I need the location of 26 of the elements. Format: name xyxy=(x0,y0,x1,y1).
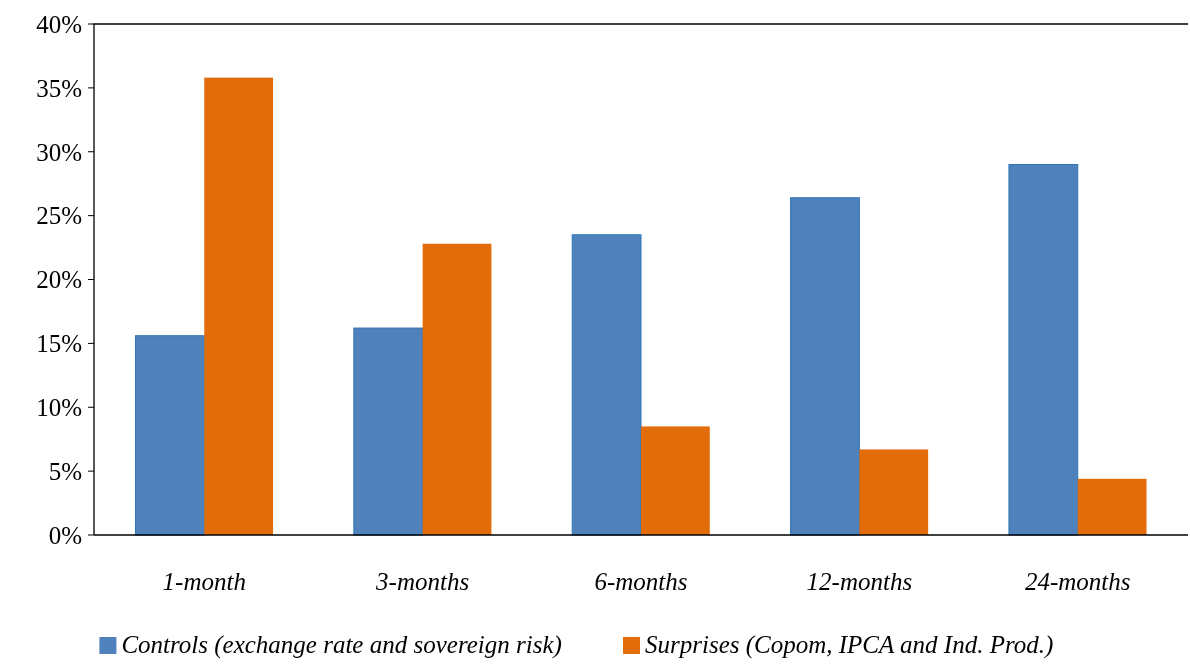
legend-label: Controls (exchange rate and sovereign risk) xyxy=(121,631,562,659)
bar xyxy=(1077,478,1147,535)
y-tick-label: 40% xyxy=(36,10,82,38)
y-tick-label: 25% xyxy=(36,202,82,230)
legend-label: Surprises (Copom, IPCA and Ind. Prod.) xyxy=(645,631,1054,659)
bar xyxy=(790,197,860,536)
bar xyxy=(422,243,492,535)
y-tick-label: 5% xyxy=(48,457,82,485)
x-tick-label: 12-months xyxy=(806,568,913,595)
bar xyxy=(571,234,642,536)
x-tick-label: 3-months xyxy=(375,568,470,595)
y-tick-label: 30% xyxy=(36,138,82,166)
x-tick-label: 1-month xyxy=(162,568,246,595)
y-tick-label: 35% xyxy=(36,74,82,102)
y-tick-label: 10% xyxy=(36,394,82,421)
x-tick-label: 24-months xyxy=(1024,568,1131,595)
bar xyxy=(353,327,424,536)
x-tick-label: 6-months xyxy=(594,568,688,595)
bar xyxy=(134,335,205,536)
y-tick-label: 20% xyxy=(36,266,82,294)
y-tick-label: 15% xyxy=(36,330,82,358)
bar xyxy=(641,426,710,535)
y-tick-label: 0% xyxy=(48,521,82,549)
bar xyxy=(204,77,274,535)
bar xyxy=(859,449,929,535)
bar xyxy=(1008,164,1079,536)
